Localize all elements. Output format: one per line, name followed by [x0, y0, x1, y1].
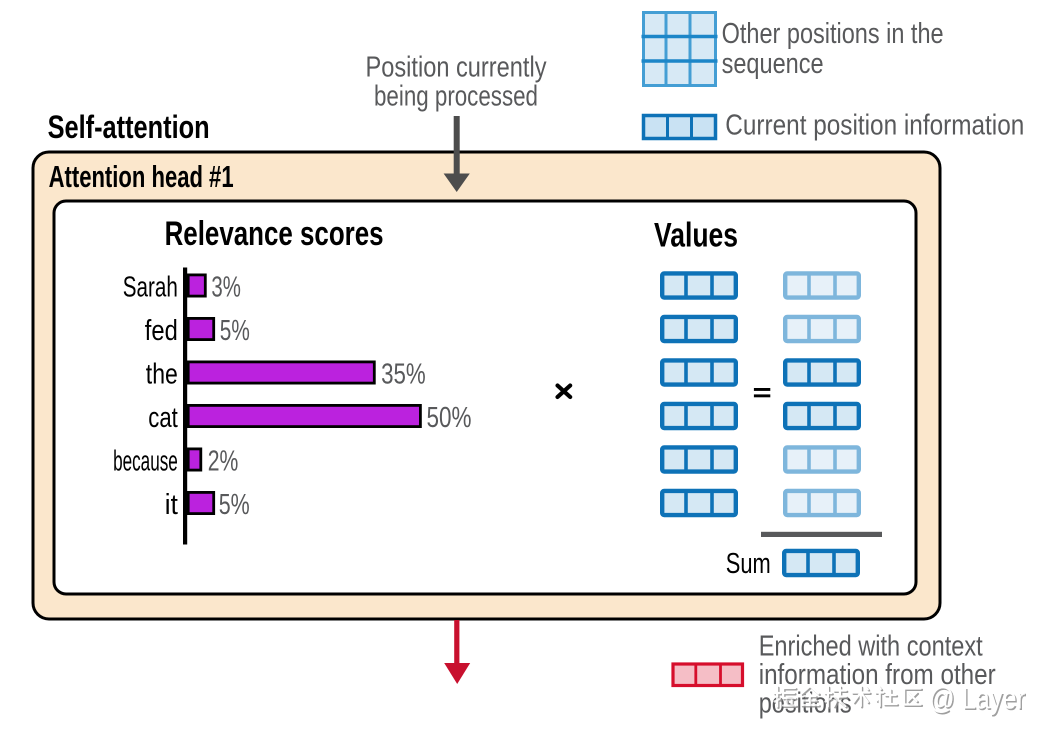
- svg-text:Relevance scores: Relevance scores: [165, 215, 384, 253]
- svg-text:3%: 3%: [211, 272, 241, 304]
- svg-text:cat: cat: [148, 402, 178, 434]
- svg-text:Values: Values: [654, 217, 738, 255]
- svg-text:5%: 5%: [220, 315, 250, 347]
- svg-text:Position currently: Position currently: [366, 52, 547, 84]
- svg-text:Other positions in the: Other positions in the: [722, 18, 944, 50]
- svg-text:fed: fed: [145, 315, 178, 347]
- svg-text:the: the: [146, 359, 178, 391]
- svg-text:Sarah: Sarah: [123, 272, 178, 304]
- svg-text:sequence: sequence: [722, 48, 824, 80]
- svg-text:Self-attention: Self-attention: [48, 109, 210, 145]
- svg-text:information from other: information from other: [759, 659, 996, 691]
- svg-text:it: it: [165, 489, 178, 521]
- svg-text:Sum: Sum: [726, 548, 771, 580]
- svg-text:Current position information: Current position information: [725, 110, 1024, 142]
- svg-text:being processed: being processed: [374, 80, 538, 112]
- svg-text:Attention head #1: Attention head #1: [49, 159, 234, 194]
- svg-text:because: because: [113, 446, 178, 478]
- svg-text:@ Layer: @ Layer: [929, 681, 1025, 716]
- svg-text:50%: 50%: [427, 402, 472, 434]
- svg-text:5%: 5%: [219, 489, 250, 521]
- svg-text:2%: 2%: [208, 446, 239, 478]
- svg-text:Enriched with context: Enriched with context: [759, 630, 983, 662]
- svg-text:35%: 35%: [381, 359, 426, 391]
- svg-text:@ Layer: @ Layer: [930, 682, 1026, 717]
